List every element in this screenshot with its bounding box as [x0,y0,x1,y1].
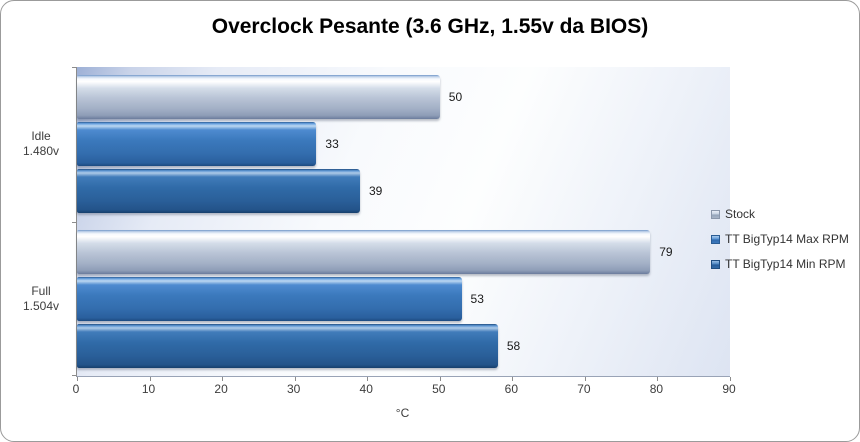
x-tick-label: 30 [286,382,301,396]
bar [77,75,440,119]
y-axis-tick [72,375,76,376]
legend-item: TT BigTyp14 Max RPM [711,231,849,247]
bar [77,276,462,321]
category-label: Idle 1.480v [9,129,73,159]
x-axis-tick [367,377,369,381]
x-axis-tick [149,377,151,381]
x-tick-label: 40 [359,382,373,396]
x-tick-label: 10 [141,382,156,396]
bar-value-label: 53 [470,291,484,306]
y-axis-tick [72,222,76,223]
x-axis-tick [584,377,586,381]
x-axis-tick [439,377,441,381]
x-tick-label: 0 [72,382,80,396]
legend-label: TT BigTyp14 Min RPM [725,257,846,271]
x-tick-label: 60 [504,382,519,396]
category-label-line1: Full [31,283,51,298]
x-tick-label: 20 [214,382,228,396]
legend: Stock TT BigTyp14 Max RPM TT BigTyp14 Min … [711,206,849,281]
bar-value-label: 39 [368,184,383,198]
category-label-line1: Idle [31,129,51,144]
bar-value-label: 58 [506,338,521,353]
bar-value-label: 79 [659,244,673,259]
x-axis-tick [294,377,296,381]
x-tick-label: 90 [722,382,736,396]
x-axis-tick [657,377,659,381]
category-label: Full 1.504v [9,284,73,314]
x-tick-label: 80 [649,382,664,396]
legend-item: Stock [711,206,849,222]
x-axis-tick [77,377,78,381]
bar [77,323,498,368]
x-axis-title: °C [395,406,410,420]
bar-value-label: 50 [448,90,463,104]
x-tick-label: 50 [432,382,446,396]
legend-label: Stock [725,207,756,221]
bar [77,169,360,213]
x-axis-tick [730,377,731,381]
bar-value-label: 33 [325,137,339,151]
y-axis-tick [72,67,76,68]
x-axis-tick [512,377,514,381]
legend-label: TT BigTyp14 Max RPM [725,232,849,246]
legend-marker [711,209,720,219]
category-label-line2: 1.480v [22,144,60,159]
legend-marker [711,234,720,244]
bar [77,122,317,166]
chart-title: Overclock Pesante (3.6 GHz, 1.55v da BIO… [211,15,649,38]
x-axis-labels: 0 10 20 30 40 50 60 70 80 90 [72,382,736,397]
x-axis-tick [222,377,224,381]
category-label-line2: 1.504v [22,298,60,313]
bar [77,229,651,274]
legend-marker [711,259,720,269]
x-tick-label: 70 [577,382,591,396]
plot-area: 50 33 39 79 53 58 [72,67,731,381]
legend-item: TT BigTyp14 Min RPM [711,256,849,272]
